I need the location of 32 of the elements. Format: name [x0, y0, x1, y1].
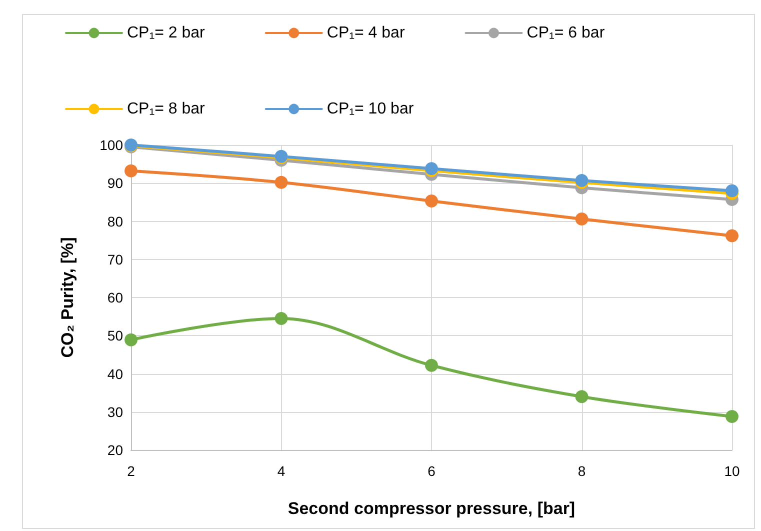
legend-label: CP₁= 10 bar — [326, 100, 414, 118]
y-tick-label: 20 — [107, 442, 124, 458]
y-tick-label: 90 — [107, 175, 124, 192]
y-tick-label: 70 — [107, 251, 124, 268]
point — [726, 229, 738, 242]
y-tick-label: 60 — [107, 290, 124, 306]
legend-label: CP₁= 6 bar — [526, 24, 606, 42]
point — [726, 410, 738, 423]
legend-label: CP₁= 8 bar — [127, 100, 206, 118]
y-tick-label: 30 — [107, 404, 124, 420]
y-tick-label: 100 — [100, 137, 124, 153]
point — [274, 312, 288, 325]
x-axis-title: Second compressor pressure, [bar] — [288, 499, 576, 518]
x-tick-label: 10 — [724, 463, 740, 479]
point — [425, 194, 438, 208]
point — [575, 390, 588, 404]
point — [124, 164, 138, 178]
y-axis-title: CO₂ Purity, [%] — [58, 237, 77, 358]
point — [124, 333, 138, 346]
x-tick-label: 6 — [428, 463, 436, 479]
point — [425, 358, 438, 372]
point — [575, 212, 588, 226]
legend-label: CP₁= 2 bar — [127, 24, 206, 42]
point — [726, 184, 738, 198]
x-tick-label: 8 — [578, 463, 586, 479]
y-tick-label: 50 — [107, 328, 124, 344]
legend-label: CP₁= 4 bar — [326, 24, 406, 42]
x-tick-label: 2 — [127, 463, 136, 479]
x-tick-label: 4 — [277, 463, 286, 479]
point — [274, 176, 288, 189]
y-tick-label: 80 — [107, 213, 124, 230]
y-tick-label: 40 — [107, 366, 124, 382]
